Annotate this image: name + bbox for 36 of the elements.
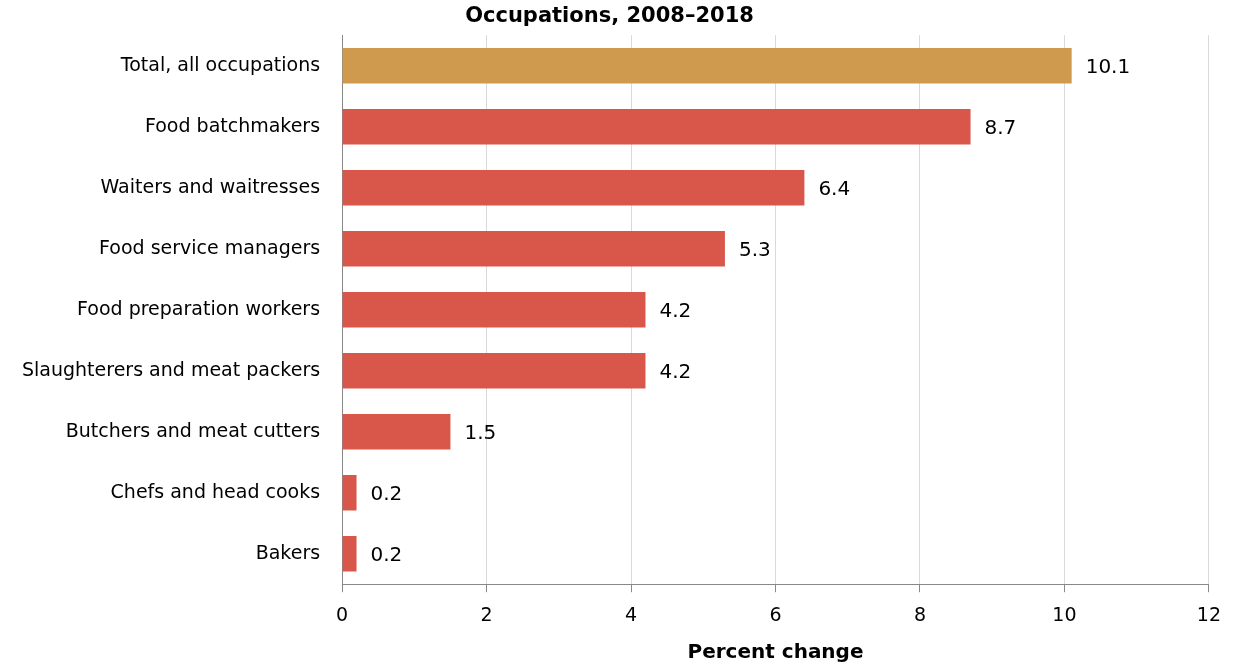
chart-title: Occupations, 2008–2018 xyxy=(465,3,754,28)
bar xyxy=(342,353,646,389)
data-label: 0.2 xyxy=(370,541,403,566)
x-axis-title: Percent change xyxy=(687,639,864,664)
x-tick-label: 2 xyxy=(480,602,493,625)
data-label: 8.7 xyxy=(984,114,1017,139)
y-tick-label: Chefs and head cooks xyxy=(110,479,321,502)
data-label: 5.3 xyxy=(738,236,771,261)
x-tick-label: 4 xyxy=(624,602,638,625)
y-tick-label: Food preparation workers xyxy=(77,296,321,319)
x-tick-label: 10 xyxy=(1052,602,1077,625)
y-tick-label: Waiters and waitresses xyxy=(100,174,321,197)
bar xyxy=(342,170,805,206)
y-tick-label: Total, all occupations xyxy=(119,52,321,75)
y-tick-label: Slaughterers and meat packers xyxy=(22,357,321,380)
y-tick-label: Food batchmakers xyxy=(144,113,321,136)
bar xyxy=(342,109,971,145)
bar xyxy=(342,231,725,267)
y-tick-label: Bakers xyxy=(255,540,321,563)
data-label: 4.2 xyxy=(659,358,692,383)
y-tick-label: Food service managers xyxy=(99,235,321,258)
data-label: 4.2 xyxy=(659,297,692,322)
y-tick-label: Butchers and meat cutters xyxy=(65,418,321,441)
data-label: 10.1 xyxy=(1085,53,1131,78)
data-label: 1.5 xyxy=(464,419,497,444)
bar xyxy=(342,475,357,511)
x-tick-label: 0 xyxy=(336,602,349,625)
data-label: 6.4 xyxy=(818,175,851,200)
x-tick-label: 6 xyxy=(769,602,782,625)
x-tick-label: 8 xyxy=(913,602,927,625)
bar xyxy=(342,414,451,450)
bar xyxy=(342,292,646,328)
bar xyxy=(342,536,357,572)
bar xyxy=(342,48,1072,84)
x-tick-label: 12 xyxy=(1196,602,1222,625)
data-label: 0.2 xyxy=(370,480,403,505)
